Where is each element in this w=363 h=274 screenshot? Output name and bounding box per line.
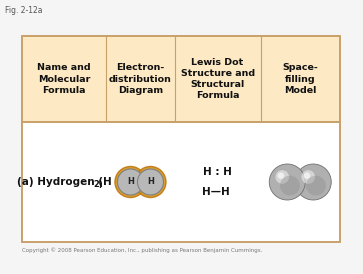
FancyBboxPatch shape: [22, 122, 340, 242]
Circle shape: [135, 167, 166, 198]
Text: Name and
Molecular
Formula: Name and Molecular Formula: [37, 63, 91, 95]
Circle shape: [115, 167, 146, 198]
Circle shape: [278, 172, 284, 179]
Text: 2): 2): [93, 180, 103, 189]
Circle shape: [138, 169, 163, 195]
Text: H: H: [147, 178, 154, 187]
Circle shape: [306, 176, 326, 196]
Circle shape: [304, 172, 310, 179]
Text: Lewis Dot
Structure and
Structural
Formula: Lewis Dot Structure and Structural Formu…: [180, 58, 254, 100]
Circle shape: [276, 170, 289, 184]
Text: H : H: H : H: [203, 167, 232, 177]
Text: H—H: H—H: [202, 187, 229, 197]
Circle shape: [280, 176, 300, 196]
Circle shape: [301, 170, 315, 184]
Text: Copyright © 2008 Pearson Education, Inc., publishing as Pearson Benjamin Cumming: Copyright © 2008 Pearson Education, Inc.…: [22, 247, 262, 253]
Text: (a) Hydrogen (H: (a) Hydrogen (H: [17, 177, 111, 187]
Text: Fig. 2-12a: Fig. 2-12a: [5, 6, 42, 15]
Circle shape: [295, 164, 331, 200]
Circle shape: [118, 169, 143, 195]
FancyBboxPatch shape: [22, 36, 340, 122]
Text: Electron-
distribution
Diagram: Electron- distribution Diagram: [109, 63, 172, 95]
Text: Space-
filling
Model: Space- filling Model: [282, 63, 318, 95]
Circle shape: [269, 164, 305, 200]
Text: H: H: [127, 178, 134, 187]
